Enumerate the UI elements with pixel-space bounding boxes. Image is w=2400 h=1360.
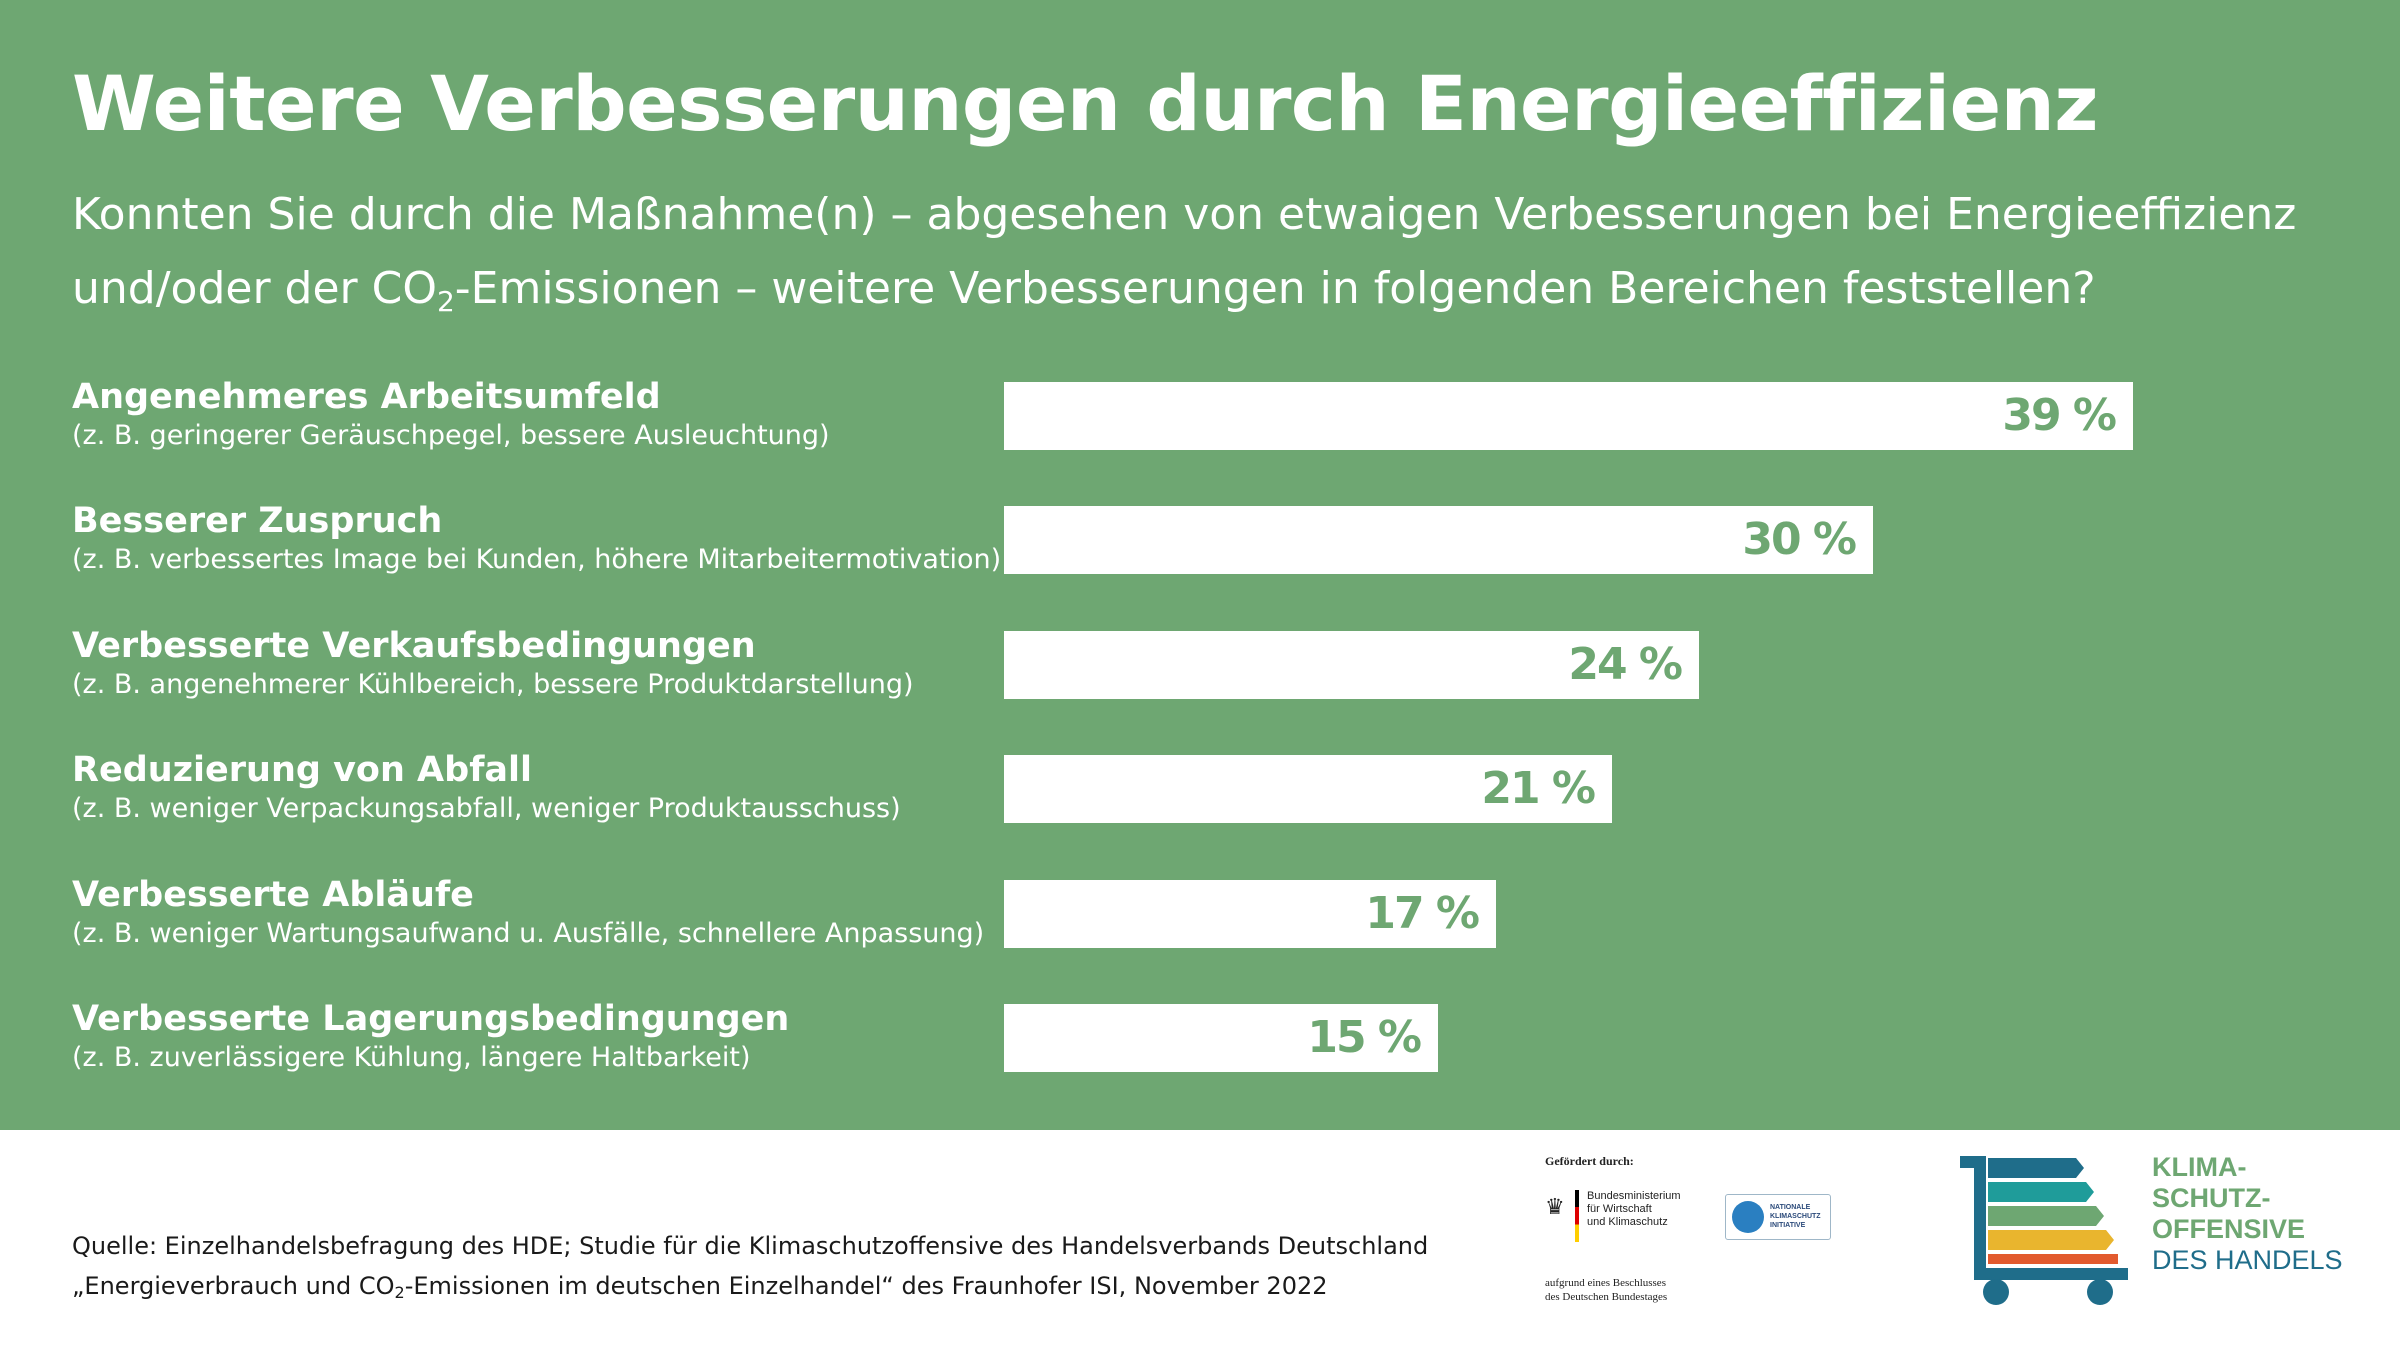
category-note: (z. B. angenehmerer Kühlbereich, bessere… [72,668,914,700]
category-label: Reduzierung von Abfall (z. B. weniger Ver… [72,749,901,827]
bar: 39 % [1004,382,2133,450]
source-line-1: Quelle: Einzelhandelsbefragung des HDE; … [72,1232,1429,1260]
page-subtitle: Konnten Sie durch die Maßnahme(n) – abge… [72,178,2352,326]
bar-value-label: 21 % [1481,763,1596,815]
ministry-line-2: für Wirtschaft [1587,1203,1652,1215]
cart-wheel-left-icon [1983,1279,2009,1305]
globe-icon [1732,1201,1764,1233]
bar-value-label: 24 % [1568,638,1683,690]
source-note: Quelle: Einzelhandelsbefragung des HDE; … [72,1226,1428,1306]
resolution-note: aufgrund eines Beschlusses des Deutschen… [1545,1276,1667,1304]
logo-stripe-1 [1988,1158,2084,1178]
category-label: Angenehmeres Arbeitsumfeld (z. B. geringe… [72,376,830,454]
subtitle-line-2-end: -Emissionen – weitere Verbesserungen in … [454,263,2096,314]
category-note: (z. B. zuverlässigere Kühlung, längere H… [72,1042,751,1073]
category-title: Besserer Zuspruch [72,501,443,542]
eagle-icon: ♛ [1545,1194,1565,1219]
bar: 21 % [1004,755,1612,824]
category-title: Verbesserte Lagerungsbedingungen [72,999,790,1039]
category-title: Verbesserte Verkaufsbedingungen [72,625,756,666]
ministry-name: Bundesministerium für Wirtschaft und Kli… [1587,1190,1681,1229]
ministry-line-1: Bundesministerium [1587,1190,1681,1202]
cart-logo-icon [1960,1156,2128,1305]
subtitle-subscript: 2 [436,285,455,318]
category-note: (z. B. weniger Wartungsaufwand u. Ausfäl… [72,917,985,949]
bar: 15 % [1004,1004,1438,1072]
subtitle-line-2: und/oder der CO2-Emissionen – weitere Ve… [72,252,2352,326]
source-line-2-start: „Energieverbrauch und CO [72,1272,395,1300]
category-title: Reduzierung von Abfall [72,750,533,791]
bar: 17 % [1004,879,1496,948]
category-title: Angenehmeres Arbeitsumfeld [72,377,661,417]
bar: 24 % [1004,630,1699,699]
source-line-2-end: -Emissionen im deutschen Einzelhandel“ d… [404,1272,1328,1300]
category-label: Besserer Zuspruch (z. B. verbessertes Ima… [72,500,1001,578]
category-note: (z. B. weniger Verpackungsabfall, wenige… [72,793,901,825]
header-panel: Weitere Verbesserungen durch Energieeffi… [0,0,2400,1130]
logo-stripe-5 [1988,1254,2118,1264]
category-label: Verbesserte Abläufe (z. B. weniger Wartun… [72,874,984,952]
bar: 30 % [1004,506,1873,575]
logo-line-3: OFFENSIVE [2152,1214,2306,1244]
logo-line-2: SCHUTZ- [2152,1183,2271,1213]
category-label: Verbesserte Lagerungsbedingungen (z. B. z… [72,998,789,1076]
funder-label: Gefördert durch: [1545,1154,1634,1168]
bar-value-label: 17 % [1365,887,1480,939]
category-note: (z. B. geringerer Geräuschpegel, bessere… [72,420,830,451]
bar-value-label: 30 % [1742,514,1857,566]
nki-name: NATIONALE KLIMASCHUTZ INITIATIVE [1770,1203,1821,1230]
source-line-2: „Energieverbrauch und CO2-Emissionen im … [72,1266,1428,1306]
logo-stripe-3 [1988,1206,2104,1226]
subtitle-line-2-start: und/oder der CO [72,263,437,314]
ministry-logo: ♛ Bundesministerium für Wirtschaft und K… [1545,1186,1695,1246]
cart-wheel-right-icon [2087,1279,2113,1305]
source-subscript: 2 [394,1283,405,1302]
nki-line-3: INITIATIVE [1770,1222,1806,1229]
category-note: (z. B. verbessertes Image bei Kunden, hö… [72,544,1002,576]
resolution-line-1: aufgrund eines Beschlusses [1545,1277,1666,1289]
bar-value-label: 15 % [1307,1012,1422,1063]
resolution-line-2: des Deutschen Bundestages [1545,1291,1668,1303]
logo-line-4: DES HANDELS [2152,1245,2343,1275]
logo-line-1: KLIMA- [2152,1152,2247,1182]
page-title: Weitere Verbesserungen durch Energieeffi… [72,59,2098,148]
funder-block: Gefördert durch: ♛ Bundesministerium für… [1545,1154,1831,1303]
nki-line-2: KLIMASCHUTZ [1770,1213,1821,1220]
logo-stripe-2 [1988,1182,2094,1202]
logo-stripe-4 [1988,1230,2114,1250]
nki-line-1: NATIONALE [1770,1204,1811,1211]
category-title: Verbesserte Abläufe [72,874,474,915]
flag-stripe-icon [1575,1190,1579,1242]
logo-wordmark: KLIMA- SCHUTZ- OFFENSIVE DES HANDELS [2152,1152,2343,1276]
subtitle-line-1: Konnten Sie durch die Maßnahme(n) – abge… [72,189,2297,240]
ministry-line-3: und Klimaschutz [1587,1216,1668,1228]
bar-value-label: 39 % [2002,390,2117,441]
nki-logo: NATIONALE KLIMASCHUTZ INITIATIVE [1725,1194,1831,1240]
category-label: Verbesserte Verkaufsbedingungen (z. B. an… [72,625,914,703]
